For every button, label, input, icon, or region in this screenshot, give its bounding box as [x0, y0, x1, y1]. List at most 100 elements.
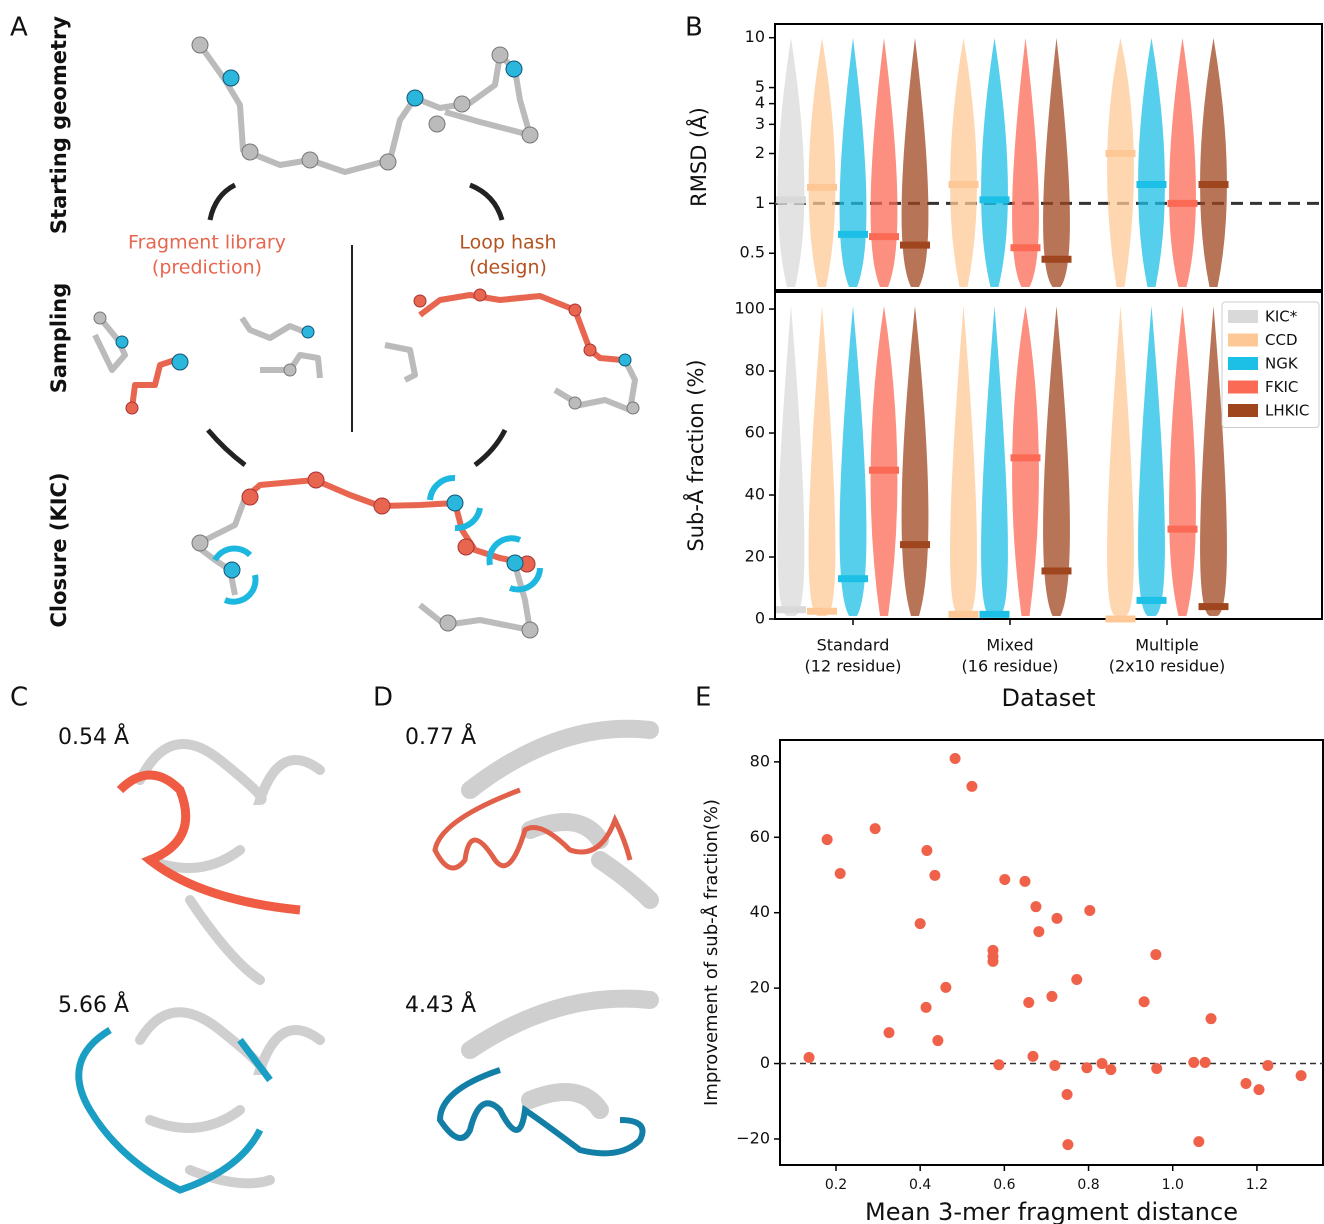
y-tick-label: 0 [755, 609, 765, 628]
y-axis-label: Sub-Å fraction (%) [682, 359, 708, 551]
panel-a: A Starting geometry Sampling Closure (KI… [10, 13, 640, 639]
scatter-point [1295, 1070, 1307, 1082]
median-bar [838, 575, 868, 583]
y-tick-label: 60 [750, 827, 770, 846]
method-label: Loop hash [459, 232, 556, 254]
median-bar [869, 466, 899, 474]
median-bar [1010, 454, 1041, 462]
scatter-point [1062, 1139, 1074, 1151]
violin-body [870, 306, 898, 616]
scatter-point [940, 981, 952, 993]
plot-frame [774, 23, 1323, 291]
scatter-point [1033, 926, 1045, 938]
y-tick-label: 40 [745, 485, 765, 504]
scatter-point [1193, 1136, 1205, 1148]
median-bar [1167, 199, 1198, 207]
loop-ribbon [75, 1026, 273, 1194]
y-tick-label: 80 [750, 751, 770, 770]
y-tick-label: 5 [755, 77, 765, 96]
panel-label: B [685, 13, 703, 43]
scatter-point [869, 823, 881, 835]
violin-body [1012, 38, 1039, 287]
y-tick-label: 0 [760, 1053, 770, 1072]
legend-swatch [1228, 333, 1258, 347]
violin-body [839, 38, 867, 287]
scatter-point [834, 867, 846, 879]
arrow [469, 182, 505, 221]
fragment [92, 316, 128, 373]
scatter-point [987, 955, 999, 967]
scatter-point [921, 844, 933, 856]
scatter-point [1262, 1059, 1274, 1071]
row-label: Closure (KIC) [47, 472, 71, 627]
violin-body [839, 306, 867, 616]
median-bar [807, 183, 837, 191]
y-tick-label: 80 [745, 361, 765, 380]
violin-body [1169, 38, 1196, 287]
y-axis-label: Improvement of sub-Å fraction(%) [700, 799, 722, 1106]
median-bar [1041, 255, 1072, 263]
legend-label: NGK [1265, 355, 1299, 373]
violin-body [981, 306, 1008, 616]
violin-body [901, 306, 929, 616]
panel-d: D 0.77 Å 4.43 Å [373, 683, 659, 1157]
violin-body [981, 38, 1008, 287]
fragment [384, 342, 418, 383]
scatter-point [1081, 1062, 1093, 1074]
y-tick-label: 40 [750, 902, 770, 921]
median-bar [1041, 567, 1072, 575]
x-tick-label: 0.4 [909, 1177, 931, 1193]
legend-swatch [1228, 404, 1258, 417]
median-bar [1198, 603, 1229, 611]
closed-loop [418, 564, 533, 633]
closed-loop [243, 477, 521, 565]
x-tick-label: Standard [817, 636, 890, 655]
x-tick-label: 0.8 [1077, 1177, 1099, 1193]
arrow [206, 428, 247, 467]
median-bar [900, 241, 930, 249]
violin-body [1200, 306, 1227, 616]
legend-swatch [1228, 357, 1258, 370]
scatter-point [914, 918, 926, 930]
scatter-point [1105, 1064, 1117, 1076]
protein-ribbon [461, 989, 659, 1119]
median-bar [776, 606, 806, 614]
violin-body [870, 38, 898, 287]
y-tick-label: 20 [750, 978, 770, 997]
violin-body [901, 38, 929, 287]
row-label: Starting geometry [47, 16, 71, 234]
loop-ribbon [436, 1067, 646, 1157]
violin-body [1200, 38, 1227, 287]
violin-body [950, 306, 977, 616]
protein-ribbon [461, 719, 659, 909]
scatter-point [966, 780, 978, 792]
row-label: Sampling [47, 283, 71, 394]
scatter-point [1071, 973, 1083, 985]
violin-body [777, 38, 805, 287]
median-bar [807, 607, 837, 615]
violin-body [950, 38, 977, 287]
arrow [473, 428, 508, 467]
panel-c: C 0.54 Å 5.66 Å [10, 683, 325, 1194]
scatter-point [920, 1001, 932, 1013]
scatter-point [987, 944, 999, 956]
scatter-point [1240, 1078, 1252, 1090]
median-bar [948, 610, 979, 618]
legend-label: CCD [1265, 331, 1298, 349]
fragment [553, 358, 638, 413]
scatter-point [883, 1027, 895, 1039]
atoms [125, 288, 597, 573]
method-label: Fragment library [128, 232, 286, 254]
scatter-point [929, 869, 941, 881]
plot-frame [779, 739, 1324, 1166]
violin-body [1107, 38, 1134, 287]
scatter-point [1096, 1058, 1108, 1070]
x-tick-label: Multiple [1135, 636, 1199, 655]
legend-swatch [1228, 380, 1258, 394]
scatter-point [1205, 1013, 1217, 1025]
x-tick-note: (12 residue) [805, 657, 902, 676]
median-bar [869, 233, 899, 241]
x-tick-label: 0.6 [993, 1177, 1015, 1193]
y-tick-label: 2 [755, 143, 765, 162]
